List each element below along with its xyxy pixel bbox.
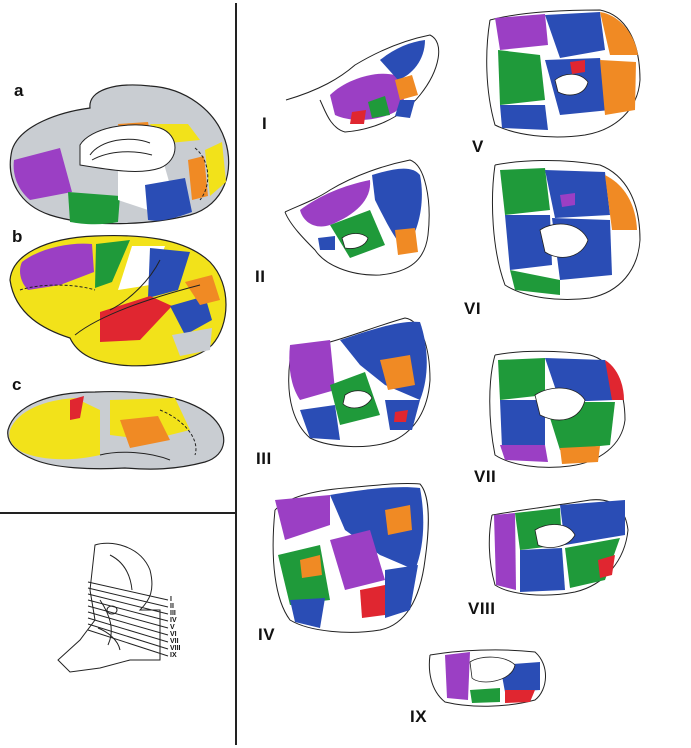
panel-label-c: c <box>12 375 22 394</box>
inset-level-II: II <box>170 603 174 610</box>
panel-label-a: a <box>14 81 24 100</box>
section-label-V: V <box>472 137 484 156</box>
section-IV <box>272 482 429 633</box>
inset-level-VII: VII <box>170 638 179 645</box>
section-II <box>284 159 430 276</box>
section-label-II: II <box>255 267 266 286</box>
section-V <box>486 9 641 138</box>
inset-level-I: I <box>170 596 172 603</box>
section-label-VIII: VIII <box>468 599 496 618</box>
inset-level-IV: IV <box>170 617 177 624</box>
section-label-IV: IV <box>258 625 276 644</box>
section-VIII <box>488 499 629 596</box>
inset-level-VI: VI <box>170 631 177 638</box>
section-VI <box>491 159 641 300</box>
section-label-III: III <box>256 449 272 468</box>
section-label-VI: VI <box>464 299 482 318</box>
inset-level-V: V <box>170 624 175 631</box>
inset-level-IX: IX <box>170 652 177 659</box>
brainstem-inset <box>57 542 169 673</box>
section-label-I: I <box>262 114 268 133</box>
section-label-IX: IX <box>410 707 428 726</box>
brain-view-b <box>9 234 227 367</box>
section-VII <box>489 350 626 468</box>
section-I <box>285 34 440 133</box>
section-III <box>288 317 431 447</box>
brain-view-a <box>9 84 230 225</box>
inset-level-VIII: VIII <box>170 645 181 652</box>
section-label-VII: VII <box>474 467 497 486</box>
inset-level-III: III <box>170 610 176 617</box>
brain-view-c <box>7 391 225 470</box>
section-IX <box>428 649 546 707</box>
panel-label-b: b <box>12 227 23 246</box>
